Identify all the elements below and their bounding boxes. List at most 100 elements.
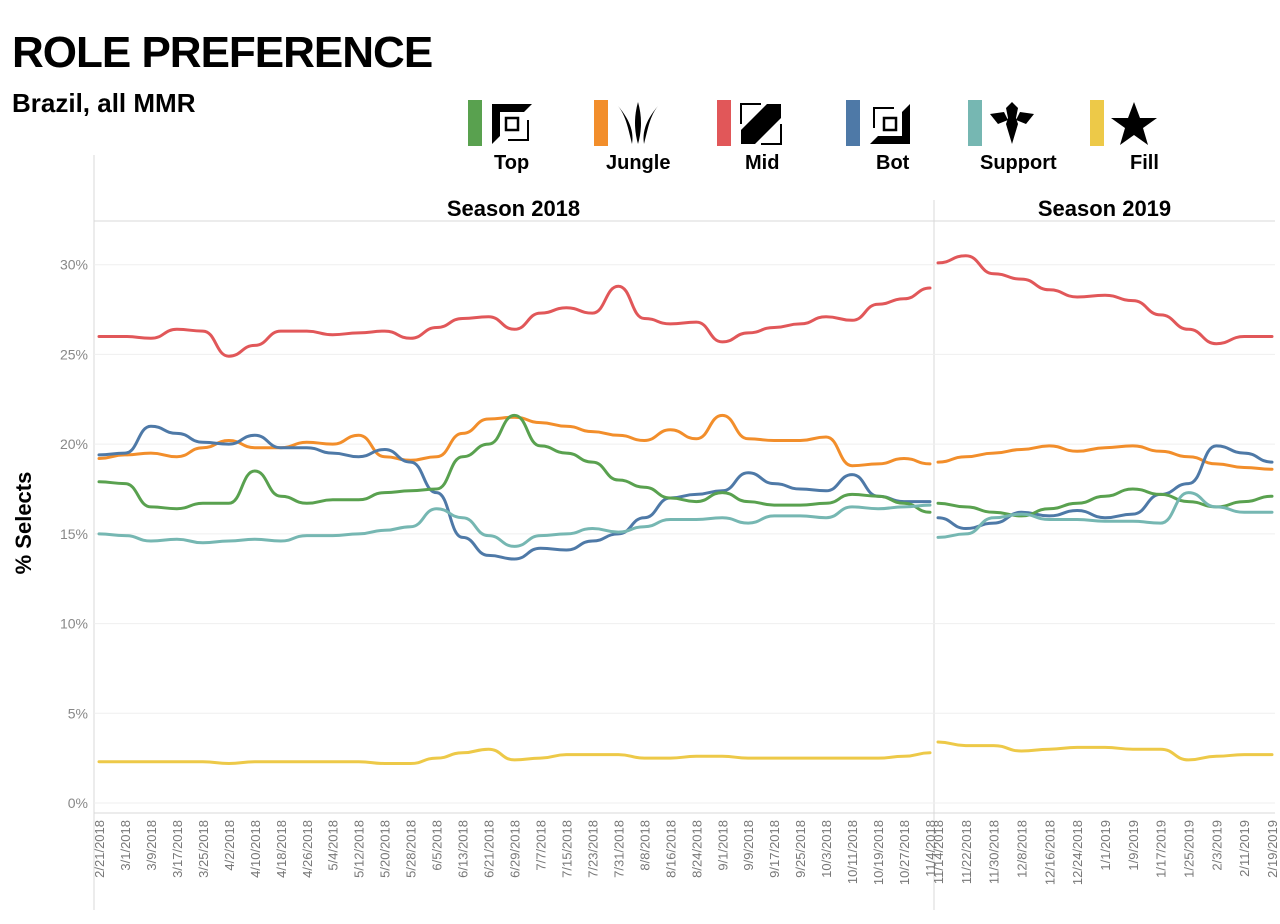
x-tick-label: 10/27/2018 (897, 820, 912, 885)
x-tick-label: 1/1/2019 (1098, 820, 1113, 871)
x-tick-label: 3/9/2018 (144, 820, 159, 871)
y-tick-label: 25% (60, 346, 88, 362)
x-tick-label: 1/17/2019 (1154, 820, 1169, 878)
legend-swatch-support (968, 100, 982, 146)
series-line-fill-2019 (936, 740, 1274, 762)
x-tick-label: 2/3/2019 (1209, 820, 1224, 871)
y-tick-label: 15% (60, 526, 88, 542)
x-tick-label: 7/23/2018 (585, 820, 600, 878)
legend-label-fill: Fill (1130, 152, 1159, 174)
legend-label-top: Top (494, 152, 530, 174)
panel-headers: Season 2018 Season 2019 (447, 196, 1171, 221)
legend-swatch-mid (717, 100, 731, 146)
series-line-support-2019 (936, 491, 1274, 539)
legend-item-fill[interactable]: Fill (1090, 100, 1210, 180)
x-tick-label: 11/30/2018 (987, 820, 1002, 884)
x-tick-label: 1/25/2019 (1182, 820, 1197, 878)
page-subtitle: Brazil, all MMR (12, 88, 196, 118)
x-tick-label: 4/10/2018 (248, 820, 263, 878)
y-tick-label: 30% (60, 257, 88, 273)
chart-frame (93, 155, 1275, 910)
series-line-top-2019 (936, 487, 1274, 518)
y-axis-label: % Selects (11, 471, 36, 575)
x-tick-label: 9/17/2018 (767, 820, 782, 878)
legend-swatch-jungle (594, 100, 608, 146)
legend-item-bot[interactable]: Bot (846, 100, 966, 180)
legend-item-support[interactable]: Support (968, 100, 1088, 180)
series-line-top-2018 (97, 413, 932, 514)
x-tick-label: 8/8/2018 (637, 820, 652, 871)
x-tick-label: 9/25/2018 (793, 820, 808, 878)
x-tick-label: 7/7/2018 (533, 820, 548, 871)
x-tick-label: 7/15/2018 (559, 820, 574, 878)
x-tick-label: 2/21/2018 (92, 820, 107, 878)
legend-item-jungle[interactable]: Jungle (594, 100, 714, 180)
x-tick-label: 4/2/2018 (222, 820, 237, 871)
x-tick-label: 9/9/2018 (741, 820, 756, 871)
x-tick-label: 1/9/2019 (1126, 820, 1141, 871)
page-title: ROLE PREFERENCE (12, 28, 433, 77)
legend-swatch-bot (846, 100, 860, 146)
x-tick-label: 10/11/2018 (845, 820, 860, 884)
star-icon (1111, 102, 1157, 145)
x-tick-label: 9/1/2018 (715, 820, 730, 871)
bot-lane-icon (870, 104, 910, 144)
y-tick-label: 20% (60, 436, 88, 452)
x-tick-label: 4/26/2018 (300, 820, 315, 878)
x-tick-label: 8/24/2018 (689, 820, 704, 878)
series-line-mid-2018 (97, 284, 932, 358)
x-tick-label: 7/31/2018 (611, 820, 626, 878)
series-line-bot-2018 (97, 424, 932, 561)
series-line-support-2018 (97, 503, 932, 548)
legend-item-mid[interactable]: Mid (717, 100, 837, 180)
x-tick-label: 11/22/2018 (959, 820, 974, 884)
support-icon (990, 102, 1034, 144)
x-tick-label: 5/20/2018 (378, 820, 393, 878)
legend-label-jungle: Jungle (606, 152, 671, 174)
y-tick-label: 5% (68, 705, 88, 721)
x-tick-label: 11/14/2018 (931, 820, 946, 884)
x-tick-label: 12/24/2018 (1070, 820, 1085, 885)
panel-header: Season 2018 (447, 196, 580, 221)
legend-label-support: Support (980, 152, 1057, 174)
x-tick-label: 10/3/2018 (819, 820, 834, 878)
series-line-jungle-2018 (97, 413, 932, 468)
series-line-bot-2019 (936, 444, 1274, 530)
x-tick-label: 3/25/2018 (196, 820, 211, 878)
x-tick-label: 2/19/2019 (1265, 820, 1280, 878)
series-line-fill-2018 (97, 747, 932, 765)
legend-swatch-top (468, 100, 482, 146)
series-lines (97, 254, 1274, 765)
x-tick-label: 2/11/2019 (1237, 820, 1252, 877)
legend-label-mid: Mid (745, 152, 780, 174)
x-tick-label: 6/21/2018 (482, 820, 497, 878)
x-tick-label: 6/13/2018 (456, 820, 471, 878)
top-lane-icon (492, 104, 532, 144)
mid-lane-icon (740, 103, 782, 145)
x-tick-label: 10/19/2018 (871, 820, 886, 885)
x-tick-label: 12/8/2018 (1015, 820, 1030, 878)
legend-swatch-fill (1090, 100, 1104, 146)
x-tick-label: 5/4/2018 (326, 820, 341, 871)
x-tick-label: 6/5/2018 (430, 820, 445, 871)
x-tick-label: 6/29/2018 (508, 820, 523, 878)
panel-header: Season 2019 (1038, 196, 1171, 221)
x-tick-label: 3/17/2018 (170, 820, 185, 878)
legend-label-bot: Bot (876, 152, 910, 174)
series-line-mid-2019 (936, 254, 1274, 346)
jungle-icon (618, 102, 658, 144)
x-axis: 2/21/2018 3/1/2018 3/9/2018 3/17/2018 3/25/2… (92, 820, 1280, 885)
x-tick-label: 4/18/2018 (274, 820, 289, 878)
x-tick-label: 11/4/2018 (923, 820, 938, 877)
x-tick-label: 5/12/2018 (352, 820, 367, 878)
legend-item-top[interactable]: Top (468, 100, 588, 180)
series-line-jungle-2019 (936, 444, 1274, 471)
x-tick-label: 12/16/2018 (1042, 820, 1057, 885)
y-tick-label: 0% (68, 795, 88, 811)
x-tick-label: 5/28/2018 (404, 820, 419, 878)
y-tick-label: 10% (60, 616, 88, 632)
y-axis: 0% 5% 10% 15% 20% 25% 30% (60, 257, 88, 811)
gridlines (94, 264, 1275, 804)
x-tick-label: 8/16/2018 (663, 820, 678, 878)
